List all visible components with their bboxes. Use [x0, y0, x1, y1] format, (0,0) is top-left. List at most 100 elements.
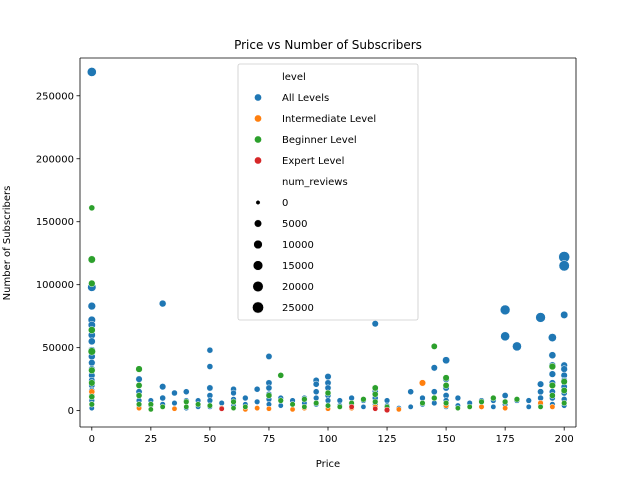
- y-axis-label: Number of Subscribers: [2, 186, 13, 301]
- point-all-levels: [87, 67, 97, 77]
- y-tick-label: 250000: [36, 91, 74, 102]
- point-all-levels: [500, 331, 510, 342]
- point-beginner-level: [230, 405, 237, 411]
- y-tick-label: 200000: [36, 154, 74, 165]
- point-beginner-level: [513, 396, 521, 403]
- legend-size-marker: [253, 239, 263, 250]
- point-all-levels: [265, 384, 273, 392]
- point-beginner-level: [301, 396, 308, 403]
- point-beginner-level: [549, 392, 556, 399]
- point-all-levels: [336, 397, 343, 404]
- x-tick-label: 0: [89, 434, 95, 445]
- point-all-levels: [324, 373, 332, 381]
- x-axis-label: Price: [316, 459, 340, 470]
- point-beginner-level: [372, 398, 379, 405]
- point-all-levels: [324, 397, 332, 404]
- y-ticks: 0 50000 100000 150000 200000 250000: [36, 91, 80, 417]
- point-beginner-level: [88, 204, 96, 212]
- point-all-levels: [558, 260, 570, 272]
- data-points: [87, 67, 570, 414]
- x-tick-label: 200: [555, 434, 574, 445]
- point-expert-level: [372, 405, 379, 412]
- point-beginner-level: [313, 400, 320, 407]
- point-all-levels: [560, 365, 568, 373]
- chart-title: Price vs Number of Subscribers: [234, 38, 422, 52]
- point-all-levels: [253, 385, 261, 393]
- point-all-levels: [548, 333, 557, 342]
- point-all-levels: [407, 403, 414, 410]
- point-beginner-level: [87, 255, 96, 264]
- point-beginner-level: [430, 342, 438, 350]
- point-beginner-level: [135, 365, 143, 373]
- legend-size-marker: [252, 301, 264, 314]
- point-all-levels: [277, 402, 284, 409]
- point-beginner-level: [88, 379, 96, 387]
- point-beginner-level: [502, 398, 509, 405]
- point-all-levels: [135, 375, 143, 383]
- point-beginner-level: [431, 394, 438, 402]
- point-all-levels: [171, 389, 178, 397]
- point-all-levels: [442, 356, 450, 365]
- legend-marker-intermediate-level: [254, 114, 262, 123]
- point-all-levels: [206, 346, 214, 354]
- legend-size-marker: [254, 219, 262, 228]
- point-beginner-level: [289, 401, 296, 408]
- point-all-levels: [537, 380, 545, 388]
- point-beginner-level: [195, 401, 202, 408]
- legend: level All Levels Intermediate Level Beginne…: [237, 63, 419, 321]
- point-all-levels: [158, 299, 167, 308]
- point-beginner-level: [371, 384, 379, 392]
- point-beginner-level: [560, 378, 568, 386]
- point-all-levels: [312, 380, 320, 388]
- point-all-levels: [499, 304, 511, 316]
- point-beginner-level: [537, 403, 544, 410]
- point-intermediate-level: [171, 405, 178, 412]
- y-tick-label: 100000: [36, 280, 74, 291]
- point-intermediate-level: [478, 403, 485, 410]
- x-tick-label: 50: [204, 434, 217, 445]
- point-beginner-level: [360, 396, 367, 403]
- legend-size-marker: [255, 200, 261, 205]
- point-intermediate-level: [502, 405, 509, 412]
- legend-hue-title: level: [282, 72, 306, 83]
- point-all-levels: [407, 388, 414, 396]
- point-all-levels: [512, 341, 522, 352]
- point-beginner-level: [336, 403, 343, 410]
- legend-label-beginner-level: Beginner Level: [282, 135, 357, 146]
- point-all-levels: [218, 400, 225, 407]
- legend-label-expert-level: Expert Level: [282, 156, 344, 167]
- point-all-levels: [171, 400, 178, 407]
- point-beginner-level: [443, 400, 450, 407]
- point-all-levels: [454, 394, 462, 402]
- point-expert-level: [218, 405, 225, 412]
- point-all-levels: [159, 383, 167, 391]
- legend-size-title: num_reviews: [282, 177, 348, 188]
- legend-marker-beginner-level: [254, 135, 262, 144]
- point-beginner-level: [466, 403, 473, 410]
- point-all-levels: [242, 394, 249, 402]
- legend-size-label: 10000: [282, 240, 314, 251]
- point-all-levels: [312, 388, 320, 396]
- point-all-levels: [535, 312, 546, 323]
- point-all-levels: [537, 388, 544, 396]
- point-intermediate-level: [289, 406, 296, 413]
- point-expert-level: [348, 403, 355, 410]
- point-all-levels: [206, 397, 214, 404]
- point-beginner-level: [560, 387, 568, 394]
- point-intermediate-level: [395, 406, 402, 413]
- point-beginner-level: [548, 381, 556, 389]
- point-all-levels: [560, 310, 569, 319]
- point-beginner-level: [455, 405, 461, 411]
- legend-marker-expert-level: [254, 156, 262, 165]
- point-all-levels: [87, 301, 96, 311]
- legend-marker-all-levels: [254, 93, 262, 102]
- point-all-levels: [265, 353, 273, 360]
- legend-size-label: 20000: [282, 282, 314, 293]
- point-beginner-level: [548, 362, 557, 371]
- point-beginner-level: [277, 397, 284, 404]
- point-beginner-level: [159, 403, 166, 410]
- point-beginner-level: [183, 398, 190, 405]
- point-beginner-level: [135, 401, 143, 408]
- point-intermediate-level: [266, 405, 272, 412]
